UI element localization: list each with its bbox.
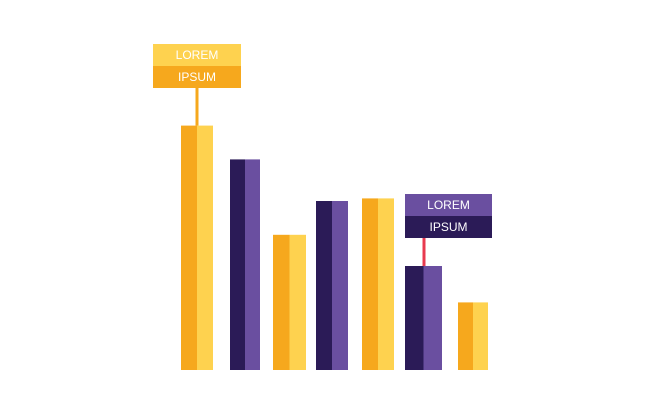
callout-text: IPSUM [178,70,216,84]
bar [197,125,213,370]
bar [405,266,424,370]
callout-box [153,44,241,66]
bar [289,234,306,370]
bar [245,159,260,370]
bar [473,302,488,370]
bar [316,201,332,370]
callout-box [405,216,492,238]
callout-text: LOREM [427,198,470,212]
bar [423,266,442,370]
callout-box [153,66,241,88]
bar [362,198,378,370]
bar [230,159,245,370]
callout-text: LOREM [176,48,219,62]
bar [273,234,290,370]
bar [378,198,394,370]
bar [181,125,197,370]
callout-text: IPSUM [429,220,467,234]
bar [332,201,348,370]
callout-box [405,194,492,216]
bar [458,302,473,370]
